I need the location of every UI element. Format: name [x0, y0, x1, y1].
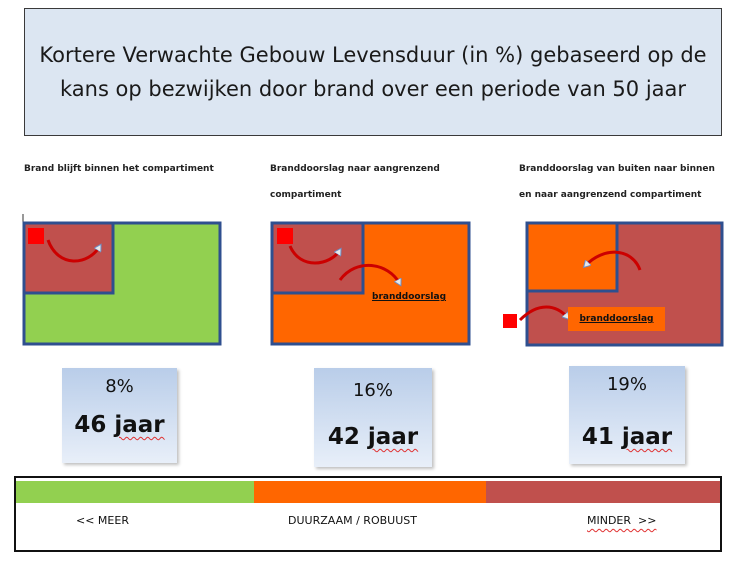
branddoorslag-label: branddoorslag [372, 292, 447, 302]
entry-arrow [518, 305, 568, 322]
diagram-scenario-3 [503, 221, 724, 347]
fire-source-icon [277, 228, 293, 244]
percent-value: 8% [105, 376, 134, 397]
scale-segment-orange [254, 481, 486, 503]
result-card-3: 19% 41 jaar [569, 366, 685, 464]
diagram-scenario-1 [22, 214, 222, 346]
fire-spread-arrow [46, 239, 100, 263]
scale-center-label: DUURZAAM / ROBUUST [288, 514, 417, 527]
result-card-2: 16% 42 jaar [314, 368, 432, 467]
caption-scenario-2: Branddoorslag naar aangrenzend compartim… [270, 164, 440, 200]
caption-scenario-1: Brand blijft binnen het compartiment [24, 164, 214, 174]
percent-value: 19% [606, 374, 647, 395]
adjacent-compartment [525, 221, 619, 293]
years-value: 46 jaar [74, 412, 165, 438]
sustainability-scale [14, 476, 722, 552]
diagram-scenario-2 [270, 221, 471, 346]
title-box: Kortere Verwachte Gebouw Levensduur (in … [24, 8, 722, 136]
scale-segment-red [486, 481, 720, 503]
breakthrough-arrow [585, 250, 642, 271]
fire-spread-arrow [288, 245, 340, 265]
caption-scenario-3: Branddoorslag van buiten naar binnen en … [519, 164, 715, 200]
percent-value: 16% [352, 380, 393, 401]
scale-segment-green [16, 481, 254, 503]
branddoorslag-label: branddoorslag [579, 314, 654, 324]
years-value: 41 jaar [581, 424, 673, 450]
result-card-1: 8% 46 jaar [62, 368, 177, 463]
scale-left-label: << MEER [76, 514, 129, 527]
scale-right-label: MINDER >> [587, 514, 657, 527]
branddoorslag-label-box: branddoorslag [568, 307, 665, 331]
breakthrough-arrow [338, 264, 400, 284]
years-value: 42 jaar [327, 424, 419, 450]
fire-source-icon [28, 228, 44, 244]
page-title: Kortere Verwachte Gebouw Levensduur (in … [39, 43, 707, 101]
fire-source-icon [503, 314, 517, 328]
